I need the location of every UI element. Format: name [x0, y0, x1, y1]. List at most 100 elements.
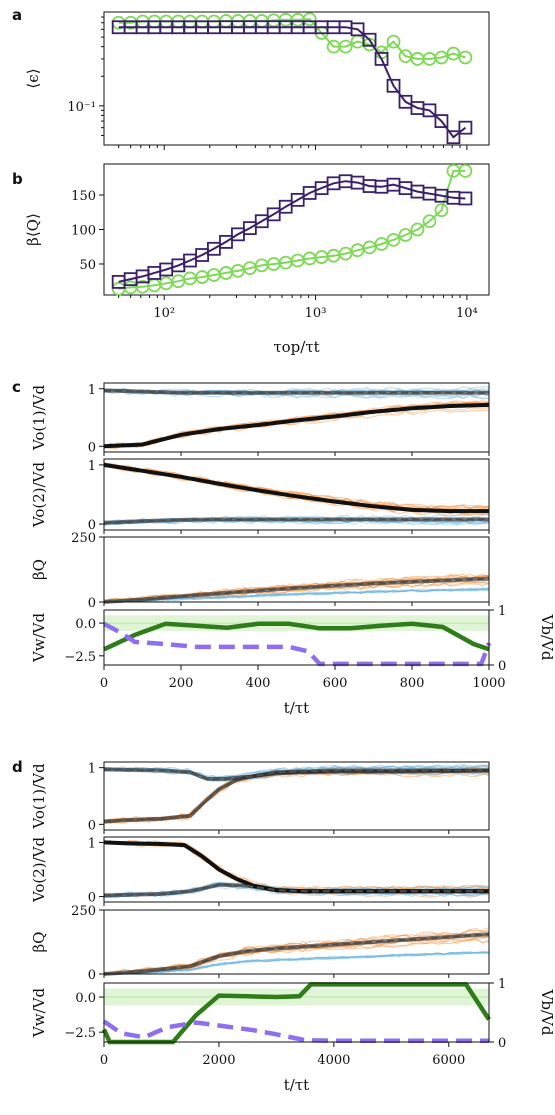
panel-c-sub1-trajectory — [103, 409, 490, 449]
panel-c-sub4-xlabel: t/τt — [284, 699, 309, 717]
panel-c-sub4-frame — [103, 609, 490, 666]
panel-c-sub4-xtick-label: 600 — [323, 676, 348, 691]
panel-c-sub2-ytick-label: 0 — [88, 518, 96, 533]
panel-d-sub4-ytick-right-label: 1 — [498, 977, 506, 992]
panel-d-sub2-trajectory — [103, 840, 490, 892]
panel-d-sub1-trajectory — [103, 770, 490, 825]
panel-b-ytick-label: 50 — [79, 258, 96, 273]
panel-b-point — [458, 163, 473, 178]
panel-c-sub2-trajectory — [103, 462, 490, 510]
panel-d-sub2-trajectory — [103, 841, 490, 894]
panel-c-sub4-xtick-label: 800 — [400, 676, 425, 691]
panel-d-sub2-trajectory — [103, 840, 490, 894]
panel-d-sub4-xtick-label: 4000 — [317, 1053, 350, 1068]
panel-c-sub2-ytick-label: 1 — [88, 459, 96, 474]
panel-b-xtick-label: 10² — [153, 306, 175, 321]
panel-d-label: d — [12, 758, 23, 776]
panel-c-sub4-ytick-left-label: 0.0 — [75, 617, 96, 632]
panel-c-sub2-mean-line — [103, 517, 489, 525]
panel-c-sub4-vb-line — [102, 621, 492, 667]
panel-d-sub1-ytick-label: 1 — [88, 762, 96, 777]
panel-c-sub1-ytick-label: 1 — [88, 383, 96, 398]
panel-c-sub1-mean-line — [103, 388, 489, 395]
panel-c-sub4-xtick-label: 400 — [246, 676, 271, 691]
panel-a-series-1-line — [118, 26, 467, 139]
panel-d-sub2-trajectory — [103, 839, 490, 891]
panel-d-sub3-trajectory — [103, 951, 490, 975]
panel-d-sub3-ytick-label: 0 — [88, 968, 96, 983]
panel-a-point — [302, 12, 317, 27]
panel-c-sub4-ylabel-left: Vw/Vd — [30, 613, 48, 664]
panel-d-sub4-ytick-right-label: 0 — [498, 1036, 506, 1051]
panel-d-sub2-ytick-label: 1 — [88, 836, 96, 851]
panel-d-sub1-trajectory — [103, 768, 490, 822]
panel-c-sub1-ylabel: Vo(1)/Vd — [30, 384, 48, 451]
panel-a-point — [362, 32, 377, 47]
panel-b-point — [362, 240, 377, 255]
panel-d-sub4-vb-line — [102, 1019, 489, 1044]
panel-c-sub2-trajectory — [103, 519, 490, 527]
panel-d-sub1-mean-line — [103, 767, 489, 781]
panel-c-sub2-trajectory — [103, 461, 490, 510]
panel-c-sub4-xtick-label: 1000 — [472, 676, 505, 691]
panel-b-point — [434, 203, 449, 218]
panel-c-sub3-trajectory — [104, 587, 490, 603]
panel-b-point — [422, 214, 437, 229]
panel-c-sub4-ytick-right-label: 0 — [498, 659, 506, 674]
panel-b-point — [398, 228, 413, 242]
panel-c-sub1-trajectory — [103, 386, 490, 394]
panel-c-sub3-trajectory — [103, 588, 490, 603]
panel-d-sub1-trajectory — [103, 770, 490, 824]
panel-c-sub3-frame — [103, 536, 490, 603]
panel-b-point — [338, 246, 353, 261]
panel-c-sub4-ytick-left-label: −2.5 — [64, 650, 96, 665]
panel-c-sub2-ylabel: Vo(2)/Vd — [30, 461, 48, 528]
panel-b-xlabel: τop/τt — [273, 338, 319, 356]
panel-c-sub2-trajectory — [103, 463, 490, 511]
panel-a-point — [434, 50, 449, 65]
panel-d-sub3-trajectory — [104, 939, 490, 975]
panel-c-sub3-trajectory — [103, 588, 490, 603]
panel-d-sub1-reference-line — [103, 769, 490, 823]
panel-c-sub1-frame — [103, 382, 490, 453]
panel-a-point — [422, 103, 437, 118]
panel-a-point — [386, 34, 401, 49]
panel-c-sub4-vw-line — [103, 621, 490, 652]
panel-d-sub1-mean-line — [103, 768, 490, 824]
panel-b-point — [374, 237, 389, 251]
panel-d-sub3-frame — [103, 909, 490, 975]
panel-b-series-0-line — [118, 169, 466, 290]
panel-a-point — [338, 39, 353, 54]
panel-b-xtick-label: 10³ — [305, 306, 327, 321]
panel-d-sub1-trajectory — [103, 764, 490, 780]
panel-d-sub1-ytick-label: 0 — [88, 818, 96, 833]
panel-d-sub4-ylabel-right: Vb/Vd — [538, 989, 555, 1036]
panel-c-sub4-ylabel-right: Vb/Vd — [538, 614, 555, 661]
panel-a-point — [350, 22, 365, 37]
panel-d-sub3-mean-line — [103, 932, 490, 976]
panel-c-sub4-ytick-right-label: 1 — [498, 604, 506, 619]
panel-d-sub3-trajectory — [103, 928, 490, 975]
panel-d-sub2-ytick-label: 0 — [88, 891, 96, 906]
panel-a-point — [386, 78, 401, 93]
panel-d-sub2-frame — [103, 836, 490, 903]
panel-c-sub3-ylabel: βQ — [30, 559, 48, 580]
panel-c-sub3-trajectory — [103, 587, 490, 603]
panel-d-sub3-trajectory — [104, 951, 490, 975]
panel-d-sub4-xtick-label: 6000 — [432, 1053, 465, 1068]
panel-a-point — [374, 52, 389, 66]
panel-d-sub3-trajectory — [103, 951, 490, 975]
panel-c-sub4-xtick-label: 200 — [169, 676, 194, 691]
panel-a-ylabel: ⟨ϵ⟩ — [24, 68, 42, 88]
panel-d-sub4-ytick-left-label: 0.0 — [75, 991, 96, 1006]
panel-b-ytick-label: 150 — [71, 189, 96, 204]
panel-d-sub3-ytick-label: 250 — [71, 904, 96, 919]
panel-c-sub3-trajectory — [103, 579, 490, 603]
panel-d-sub2-trajectory — [103, 839, 490, 891]
panel-b-point — [219, 235, 233, 249]
panel-a-label: a — [12, 6, 22, 24]
panel-d-sub2-mean-line — [103, 840, 489, 894]
panel-b-point — [386, 232, 401, 247]
panel-a-point — [446, 46, 461, 61]
